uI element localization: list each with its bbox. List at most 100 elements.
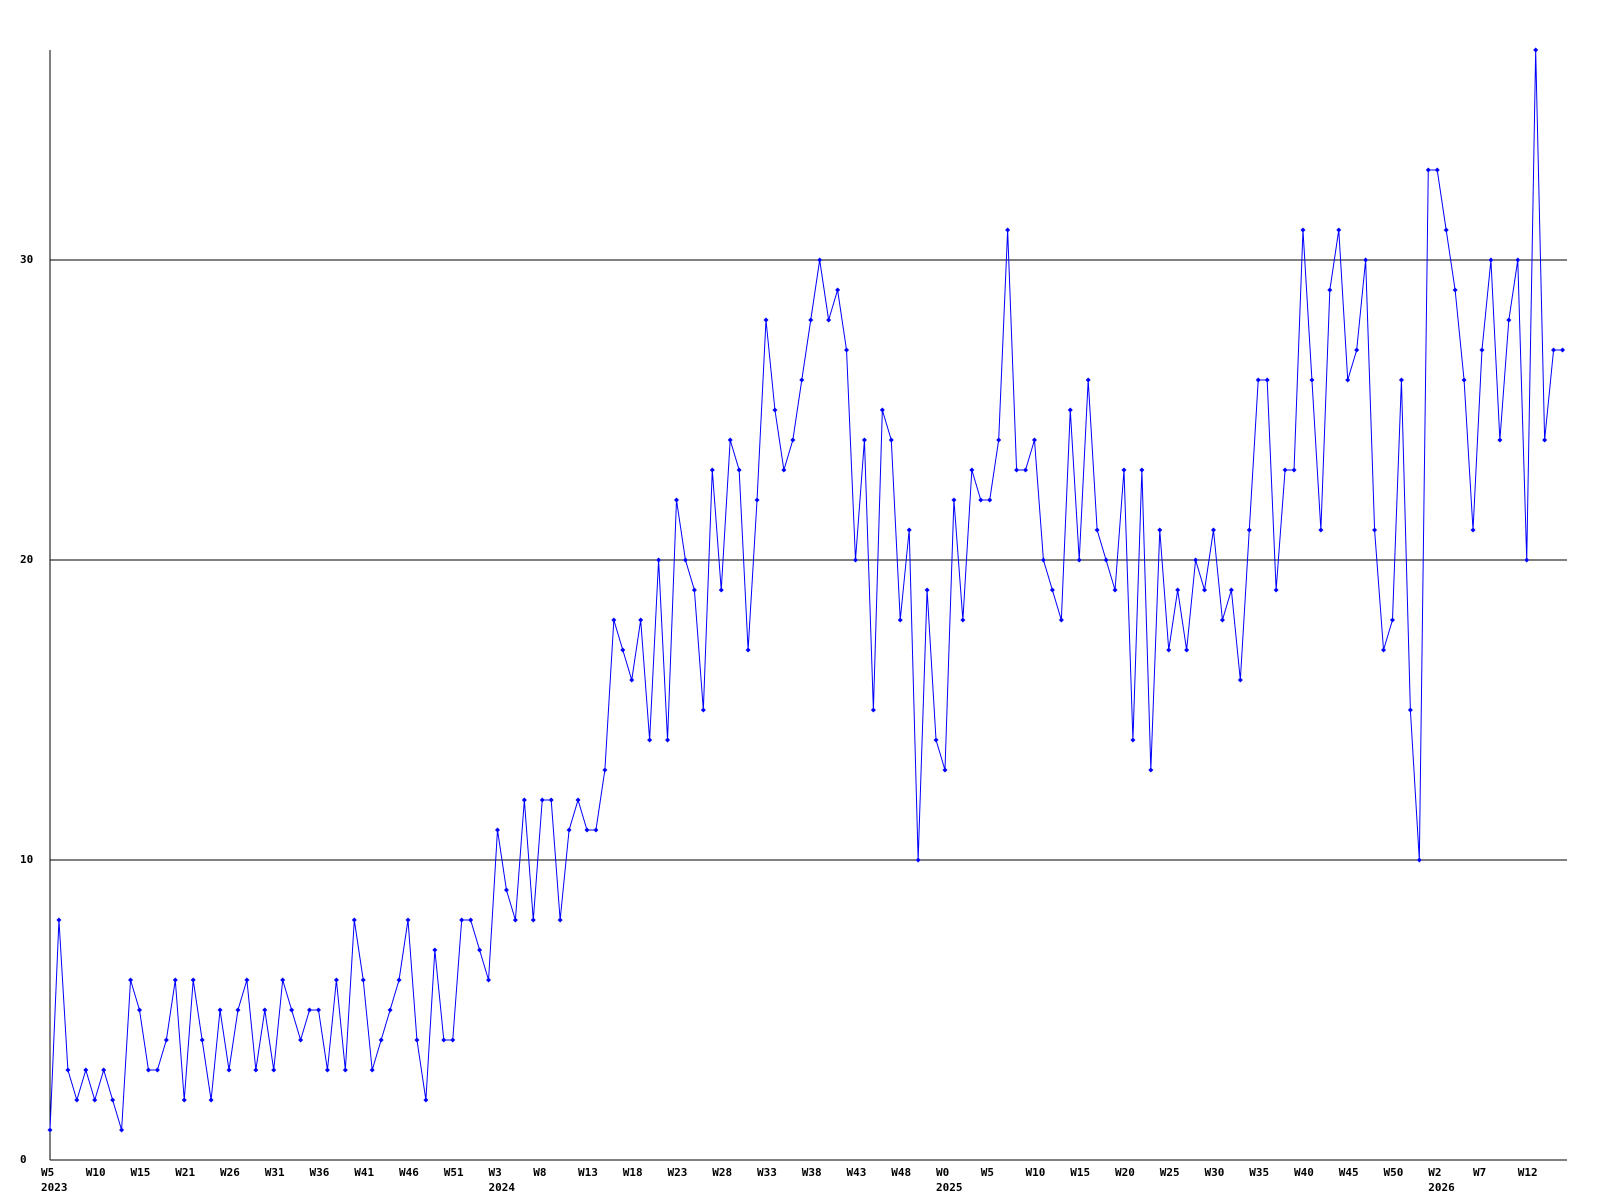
x-tick-label: W31 — [265, 1166, 285, 1179]
data-point — [477, 947, 483, 953]
data-point — [978, 497, 984, 503]
data-point — [584, 827, 590, 833]
data-point — [933, 737, 939, 743]
data-point — [1067, 407, 1073, 413]
data-point — [942, 767, 948, 773]
data-point — [414, 1037, 420, 1043]
data-point — [262, 1007, 268, 1013]
data-point — [665, 737, 671, 743]
data-point — [781, 467, 787, 473]
x-tick-label: W48 — [891, 1166, 911, 1179]
data-point — [969, 467, 975, 473]
data-point — [638, 617, 644, 623]
data-point — [808, 317, 814, 323]
data-point — [378, 1037, 384, 1043]
data-point — [888, 437, 894, 443]
data-point — [1175, 587, 1181, 593]
x-tick-label: W8 — [533, 1166, 546, 1179]
x-tick-label: W10 — [1025, 1166, 1045, 1179]
data-point — [1488, 257, 1494, 263]
data-point — [1094, 527, 1100, 533]
data-point — [387, 1007, 393, 1013]
x-tick-label: W41 — [354, 1166, 374, 1179]
data-point — [951, 497, 957, 503]
data-point — [280, 977, 286, 983]
data-point — [629, 677, 635, 683]
data-point — [351, 917, 357, 923]
data-point — [799, 377, 805, 383]
data-point — [271, 1067, 277, 1073]
data-point — [405, 917, 411, 923]
data-point — [468, 917, 474, 923]
data-point — [208, 1097, 214, 1103]
data-point — [1398, 377, 1404, 383]
data-point — [1219, 617, 1225, 623]
x-tick-label: W7 — [1473, 1166, 1486, 1179]
x-tick-label: W23 — [667, 1166, 687, 1179]
x-tick-label: W28 — [712, 1166, 732, 1179]
data-point — [1130, 737, 1136, 743]
data-point — [754, 497, 760, 503]
data-point — [861, 437, 867, 443]
data-point — [1121, 467, 1127, 473]
data-point — [1202, 587, 1208, 593]
y-tick-label: 20 — [20, 553, 33, 566]
data-point — [1524, 557, 1530, 563]
data-point — [119, 1127, 125, 1133]
data-point — [647, 737, 653, 743]
x-tick-label: W21 — [175, 1166, 195, 1179]
data-point — [423, 1097, 429, 1103]
data-point — [342, 1067, 348, 1073]
data-point — [1246, 527, 1252, 533]
data-point — [1560, 347, 1566, 353]
data-point — [450, 1037, 456, 1043]
data-point — [110, 1097, 116, 1103]
data-point — [360, 977, 366, 983]
x-tick-label: W35 — [1249, 1166, 1269, 1179]
data-point — [235, 1007, 241, 1013]
data-point — [673, 497, 679, 503]
data-point — [1103, 557, 1109, 563]
data-point — [1515, 257, 1521, 263]
data-point — [1434, 167, 1440, 173]
data-point — [1300, 227, 1306, 233]
data-point — [987, 497, 993, 503]
data-point — [593, 827, 599, 833]
data-point — [1210, 527, 1216, 533]
data-point — [539, 797, 545, 803]
data-point — [1336, 227, 1342, 233]
data-point — [1551, 347, 1557, 353]
x-tick-label: W25 — [1160, 1166, 1180, 1179]
data-point — [727, 437, 733, 443]
data-point — [772, 407, 778, 413]
data-point — [1389, 617, 1395, 623]
data-point — [163, 1037, 169, 1043]
x-tick-label: W3 — [488, 1166, 501, 1179]
data-point — [826, 317, 832, 323]
data-line — [49, 49, 1563, 1131]
data-point — [620, 647, 626, 653]
data-point — [1031, 437, 1037, 443]
data-point — [253, 1067, 259, 1073]
data-point — [1282, 467, 1288, 473]
data-point — [441, 1037, 447, 1043]
data-point — [154, 1067, 160, 1073]
x-tick-label: W0 — [936, 1166, 949, 1179]
data-point — [74, 1097, 80, 1103]
data-point — [289, 1007, 295, 1013]
data-point — [1255, 377, 1261, 383]
data-point — [432, 947, 438, 953]
data-point — [307, 1007, 313, 1013]
x-tick-label: W5 — [41, 1166, 54, 1179]
data-point — [611, 617, 617, 623]
data-point — [700, 707, 706, 713]
data-point — [1112, 587, 1118, 593]
x-tick-label: W15 — [1070, 1166, 1090, 1179]
data-point — [530, 917, 536, 923]
x-tick-label: W18 — [623, 1166, 643, 1179]
data-point — [906, 527, 912, 533]
data-point — [1506, 317, 1512, 323]
data-point — [1273, 587, 1279, 593]
data-point — [1425, 167, 1431, 173]
year-label: 2024 — [488, 1181, 515, 1194]
